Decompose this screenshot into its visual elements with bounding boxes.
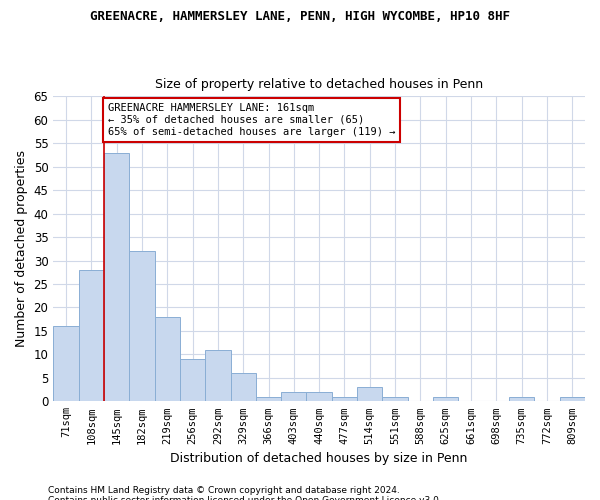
Bar (509, 396, 535, 402)
Bar (382, 396, 408, 402)
Bar (53, 326, 79, 402)
Bar (230, 373, 256, 402)
Bar (307, 392, 332, 402)
Bar (433, 396, 458, 402)
Bar (357, 387, 382, 402)
X-axis label: Distribution of detached houses by size in Penn: Distribution of detached houses by size … (170, 452, 468, 465)
Bar (281, 392, 307, 402)
Bar (104, 152, 129, 402)
Bar (129, 251, 155, 402)
Bar (332, 396, 357, 402)
Bar (79, 270, 104, 402)
Title: Size of property relative to detached houses in Penn: Size of property relative to detached ho… (155, 78, 483, 91)
Bar (205, 350, 230, 402)
Bar (560, 396, 585, 402)
Text: GREENACRE HAMMERSLEY LANE: 161sqm
← 35% of detached houses are smaller (65)
65% : GREENACRE HAMMERSLEY LANE: 161sqm ← 35% … (108, 104, 395, 136)
Bar (155, 317, 180, 402)
Text: Contains HM Land Registry data © Crown copyright and database right 2024.: Contains HM Land Registry data © Crown c… (48, 486, 400, 495)
Text: GREENACRE, HAMMERSLEY LANE, PENN, HIGH WYCOMBE, HP10 8HF: GREENACRE, HAMMERSLEY LANE, PENN, HIGH W… (90, 10, 510, 23)
Bar (180, 359, 205, 402)
Y-axis label: Number of detached properties: Number of detached properties (15, 150, 28, 348)
Bar (256, 396, 281, 402)
Text: Contains public sector information licensed under the Open Government Licence v3: Contains public sector information licen… (48, 496, 442, 500)
